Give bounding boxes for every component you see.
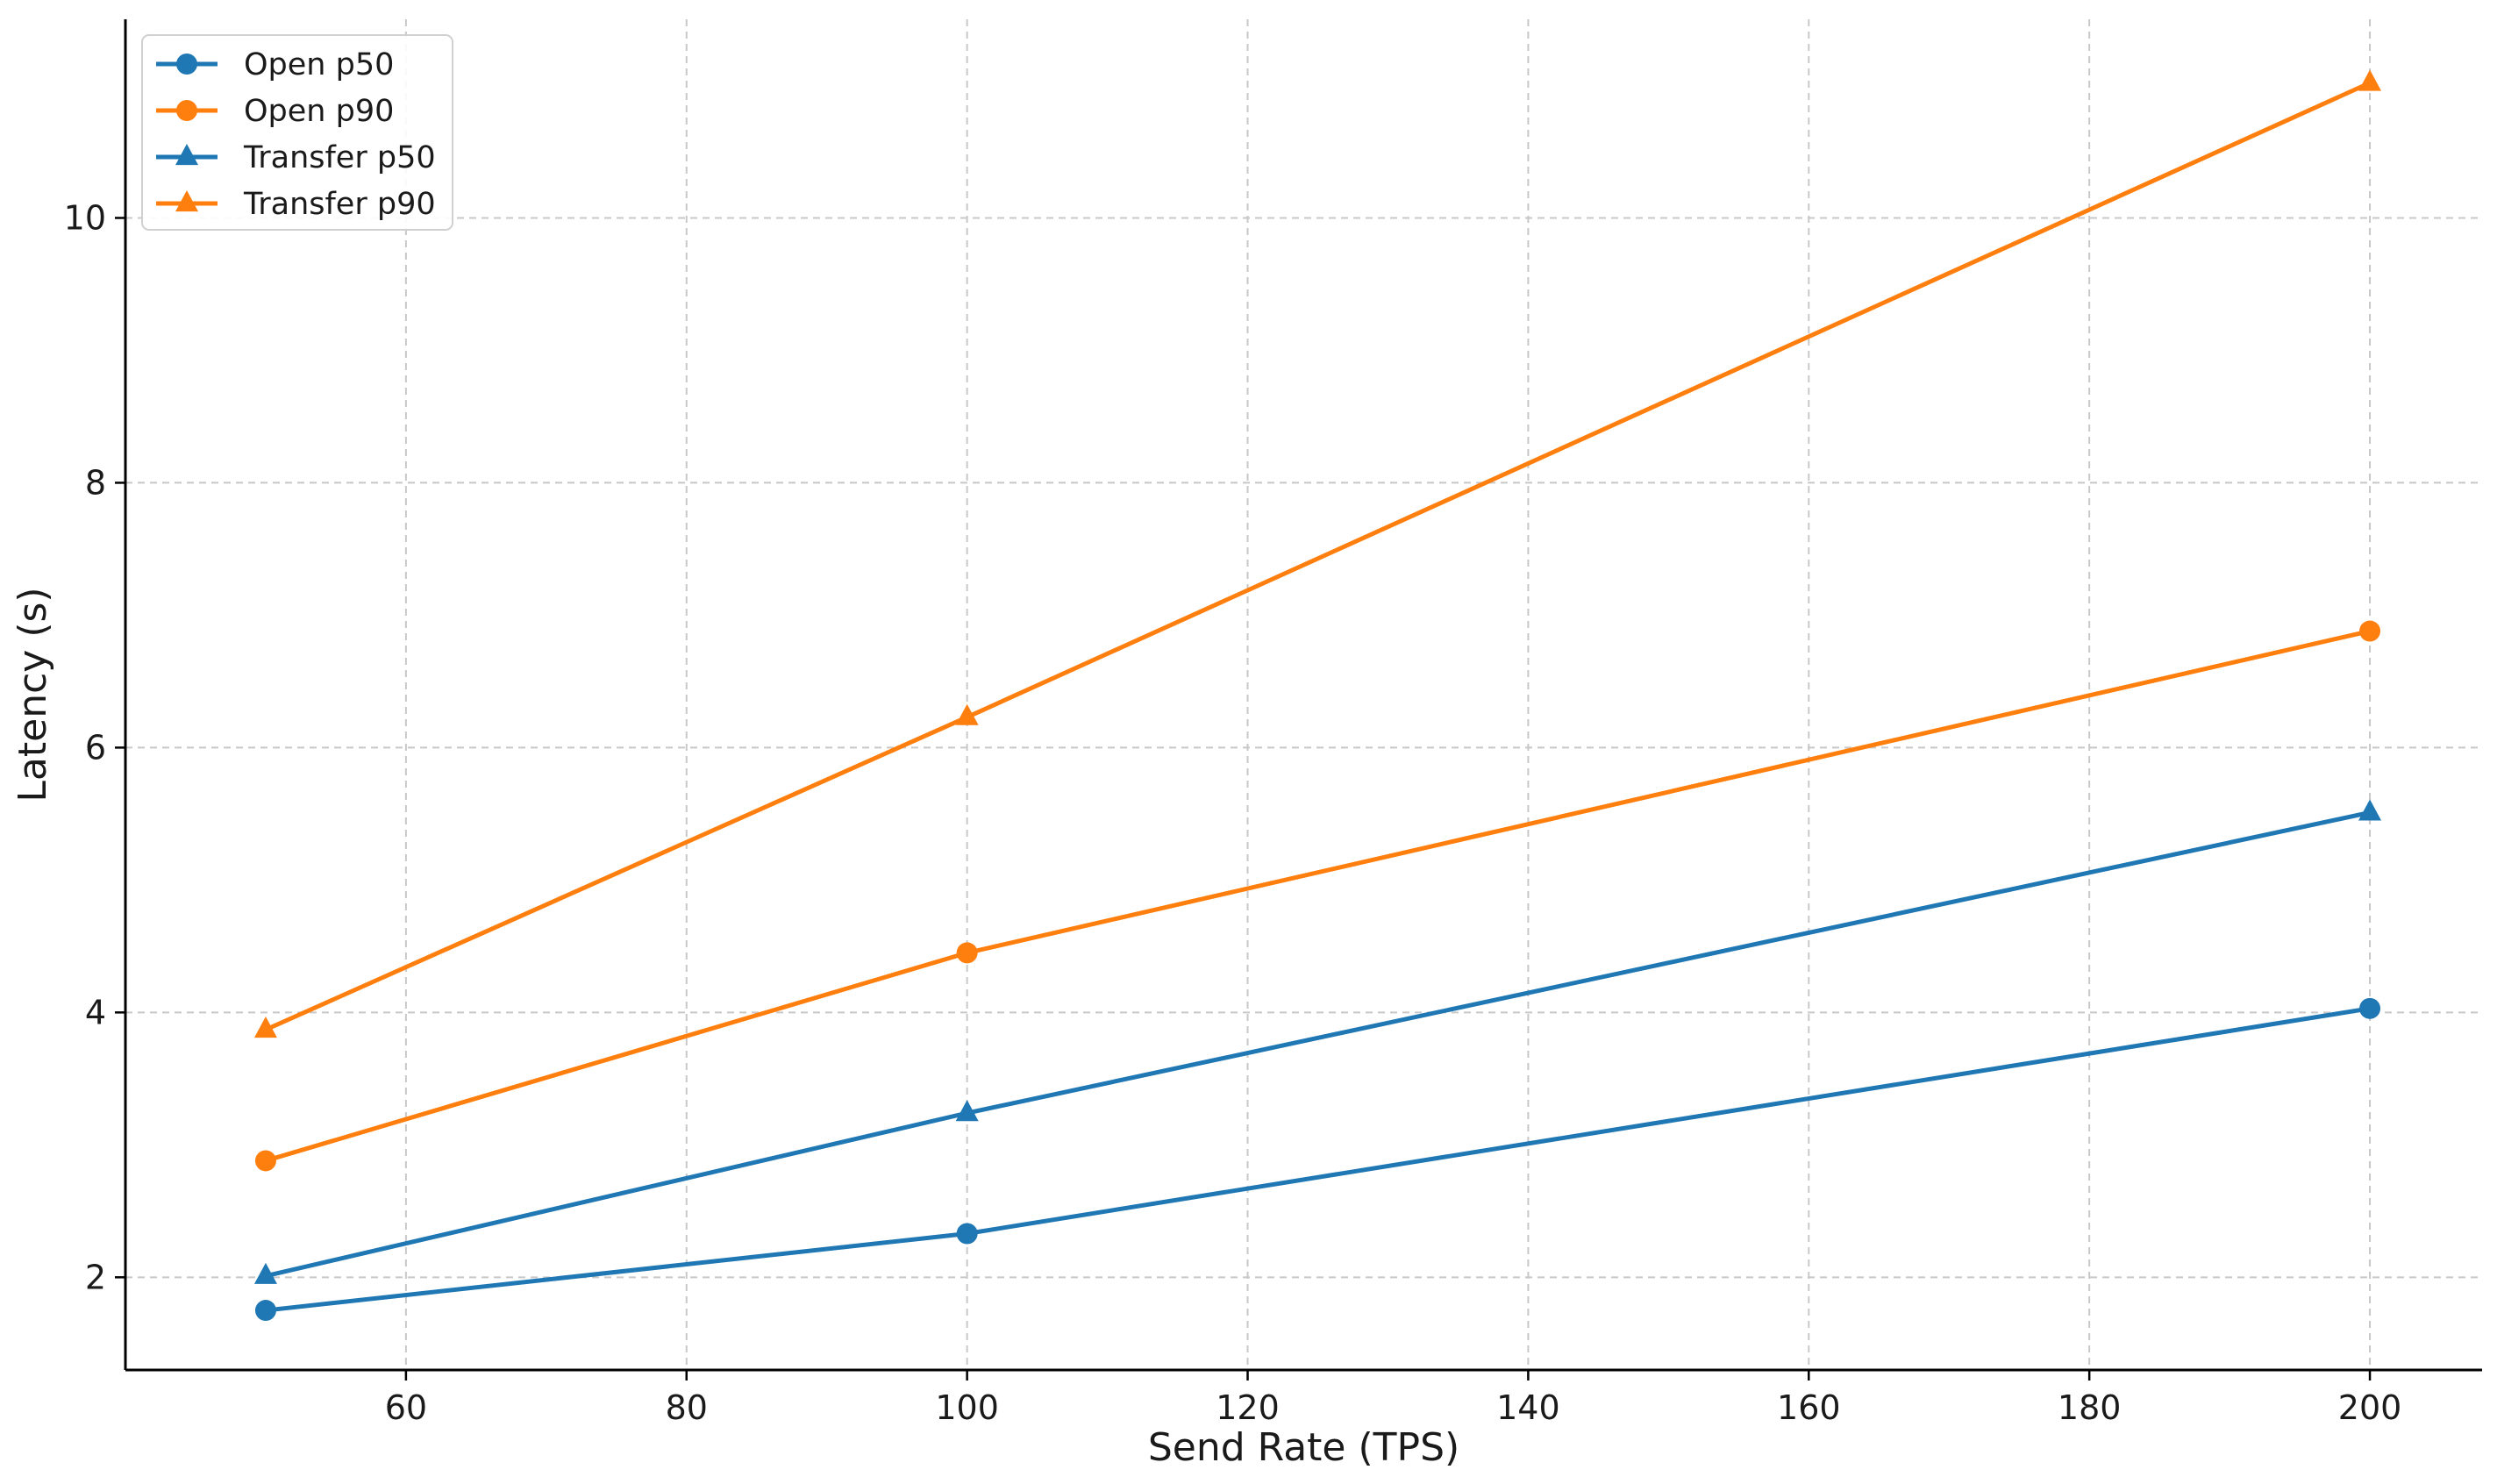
y-tick-label: 2 [85, 1258, 106, 1296]
x-tick-label: 100 [935, 1388, 999, 1427]
data-point-transfer-p90 [253, 1017, 277, 1038]
legend-box [141, 34, 453, 231]
legend-item: Open p90 [156, 94, 394, 129]
series-line-transfer-p90 [263, 80, 2372, 1032]
x-axis-title: Send Rate (TPS) [1148, 1425, 1459, 1470]
y-tick-label: 8 [85, 463, 106, 502]
x-tick-label: 200 [2338, 1388, 2402, 1427]
series-open-p50 [254, 997, 2381, 1322]
legend-marker [176, 54, 197, 75]
y-axis-title: Latency (s) [11, 587, 55, 802]
x-tick-label: 120 [1216, 1388, 1280, 1427]
data-point-transfer-p50 [955, 1100, 979, 1122]
axes-layer [124, 19, 2482, 1372]
legend-label: Open p50 [244, 47, 394, 82]
data-point-open-p50 [254, 1300, 276, 1322]
legend-label: Transfer p50 [243, 140, 436, 175]
x-tick-label: 160 [1777, 1388, 1841, 1427]
series-transfer-p90 [253, 69, 2382, 1038]
x-tick-label: 140 [1496, 1388, 1560, 1427]
series-open-p90 [254, 620, 2381, 1172]
data-point-open-p50 [956, 1223, 978, 1245]
legend-label: Open p90 [244, 94, 394, 129]
legend-item: Transfer p50 [156, 140, 436, 175]
data-point-transfer-p90 [2358, 69, 2382, 91]
series-line-open-p90 [263, 629, 2372, 1163]
legend-item: Open p50 [156, 47, 394, 82]
data-point-open-p90 [2359, 620, 2381, 642]
data-point-open-p90 [254, 1150, 276, 1172]
data-point-transfer-p50 [2358, 799, 2382, 821]
data-point-transfer-p50 [253, 1262, 277, 1284]
ticks-layer: 60 80 100 120 140 160 180 200 2 4 6 8 10 [64, 198, 2402, 1427]
series-layer [253, 69, 2382, 1322]
x-tick-label: 180 [2058, 1388, 2122, 1427]
grid-layer [125, 19, 2482, 1370]
data-point-transfer-p90 [955, 703, 979, 725]
legend: Open p50 Open p90 Transfer p50 Transfer p90 [141, 34, 453, 231]
legend-marker [176, 100, 197, 121]
data-point-open-p50 [2359, 997, 2381, 1019]
y-tick-label: 6 [85, 728, 106, 767]
legend-marker [175, 190, 198, 212]
legend-item: Transfer p90 [156, 187, 436, 222]
x-tick-label: 80 [666, 1388, 708, 1427]
series-line-transfer-p50 [263, 810, 2372, 1279]
y-tick-label: 10 [64, 198, 106, 237]
data-point-open-p90 [956, 942, 978, 964]
series-line-open-p50 [263, 1006, 2372, 1313]
legend-marker [175, 144, 198, 166]
series-transfer-p50 [253, 799, 2382, 1284]
x-tick-label: 60 [385, 1388, 427, 1427]
y-tick-label: 4 [85, 993, 106, 1031]
legend-label: Transfer p90 [243, 187, 436, 222]
